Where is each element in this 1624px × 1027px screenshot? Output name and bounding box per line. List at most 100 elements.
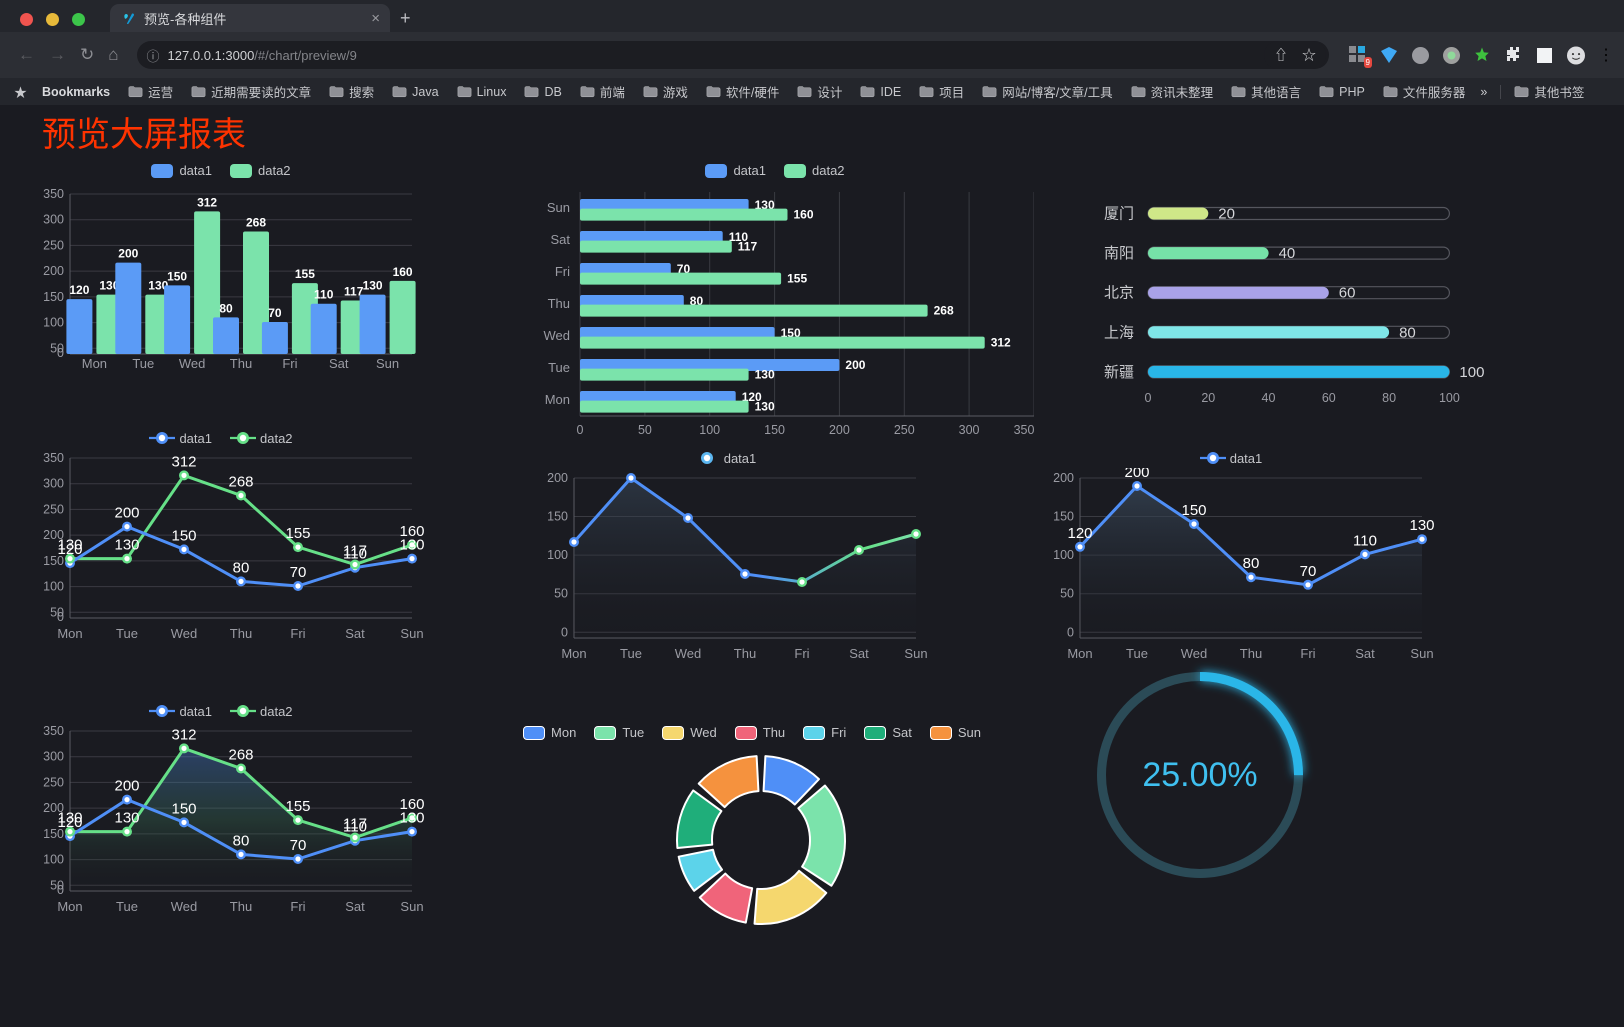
svg-text:117: 117	[738, 240, 758, 254]
svg-text:Thu: Thu	[548, 296, 570, 311]
svg-text:110: 110	[1353, 532, 1377, 549]
svg-text:Thu: Thu	[230, 626, 252, 641]
svg-text:Mon: Mon	[57, 899, 82, 914]
svg-text:Wed: Wed	[171, 626, 198, 641]
svg-text:0: 0	[57, 610, 64, 624]
svg-text:300: 300	[43, 477, 64, 491]
svg-text:150: 150	[167, 269, 187, 283]
svg-text:160: 160	[393, 265, 413, 279]
svg-text:70: 70	[268, 306, 282, 320]
svg-text:150: 150	[764, 423, 785, 437]
svg-text:200: 200	[118, 247, 138, 261]
svg-text:Sat: Sat	[1355, 646, 1375, 661]
svg-text:Sat: Sat	[550, 232, 570, 247]
svg-text:20: 20	[1201, 391, 1215, 405]
svg-text:Tue: Tue	[620, 646, 642, 661]
svg-text:0: 0	[1145, 391, 1152, 405]
svg-text:Tue: Tue	[116, 626, 138, 641]
svg-text:80: 80	[1382, 391, 1396, 405]
svg-text:160: 160	[399, 796, 424, 813]
svg-text:312: 312	[171, 726, 196, 743]
svg-text:Sun: Sun	[1410, 646, 1433, 661]
svg-text:80: 80	[233, 559, 250, 576]
svg-text:60: 60	[1322, 391, 1336, 405]
svg-text:150: 150	[547, 510, 568, 524]
svg-text:Sun: Sun	[400, 626, 423, 641]
svg-text:155: 155	[285, 525, 310, 542]
svg-text:40: 40	[1279, 245, 1296, 262]
svg-text:117: 117	[343, 816, 367, 833]
svg-text:160: 160	[399, 523, 424, 540]
svg-text:Mon: Mon	[57, 626, 82, 641]
svg-text:200: 200	[845, 358, 865, 372]
svg-text:250: 250	[43, 502, 64, 516]
svg-text:Mon: Mon	[82, 356, 107, 371]
svg-text:0: 0	[1067, 625, 1074, 639]
svg-text:Mon: Mon	[561, 646, 586, 661]
svg-text:312: 312	[171, 453, 196, 470]
svg-text:Sat: Sat	[345, 899, 365, 914]
svg-text:100: 100	[43, 580, 64, 594]
svg-text:上海: 上海	[1104, 324, 1134, 341]
svg-text:200: 200	[114, 505, 139, 522]
svg-text:130: 130	[755, 368, 775, 382]
svg-text:250: 250	[43, 775, 64, 789]
svg-text:200: 200	[43, 264, 64, 278]
svg-text:150: 150	[171, 800, 196, 817]
svg-text:200: 200	[1053, 471, 1074, 485]
svg-text:300: 300	[959, 423, 980, 437]
svg-text:Wed: Wed	[171, 899, 198, 914]
svg-text:Wed: Wed	[544, 328, 571, 343]
svg-text:20: 20	[1218, 206, 1235, 223]
svg-text:80: 80	[233, 832, 250, 849]
svg-text:130: 130	[57, 537, 82, 554]
svg-text:350: 350	[1014, 423, 1034, 437]
svg-text:80: 80	[1243, 555, 1260, 572]
svg-text:70: 70	[290, 564, 307, 581]
svg-text:Thu: Thu	[230, 899, 252, 914]
svg-text:250: 250	[894, 423, 915, 437]
svg-text:Fri: Fri	[794, 646, 809, 661]
svg-text:200: 200	[547, 471, 568, 485]
svg-text:350: 350	[43, 724, 64, 738]
svg-text:120: 120	[1067, 525, 1092, 542]
svg-text:Sat: Sat	[329, 356, 349, 371]
svg-text:Sat: Sat	[345, 626, 365, 641]
svg-text:80: 80	[219, 301, 233, 315]
svg-text:160: 160	[794, 208, 814, 222]
svg-text:350: 350	[43, 451, 64, 465]
svg-text:60: 60	[1339, 285, 1356, 302]
svg-text:Sun: Sun	[904, 646, 927, 661]
svg-text:70: 70	[290, 837, 307, 854]
svg-text:70: 70	[1300, 563, 1317, 580]
svg-text:Tue: Tue	[116, 899, 138, 914]
svg-text:155: 155	[787, 272, 807, 286]
svg-text:Thu: Thu	[734, 646, 756, 661]
svg-text:130: 130	[57, 810, 82, 827]
svg-text:200: 200	[114, 778, 139, 795]
svg-text:Tue: Tue	[548, 360, 570, 375]
svg-text:130: 130	[1409, 517, 1434, 534]
svg-text:268: 268	[228, 747, 253, 764]
svg-text:50: 50	[638, 423, 652, 437]
svg-text:130: 130	[114, 537, 139, 554]
svg-text:312: 312	[991, 336, 1011, 350]
svg-text:155: 155	[295, 267, 315, 281]
svg-text:130: 130	[755, 400, 775, 414]
svg-text:110: 110	[314, 288, 334, 302]
svg-text:北京: 北京	[1104, 285, 1134, 302]
svg-text:厦门: 厦门	[1104, 206, 1134, 223]
svg-text:150: 150	[171, 527, 196, 544]
svg-text:0: 0	[57, 883, 64, 897]
svg-text:100: 100	[1459, 364, 1484, 381]
svg-text:117: 117	[343, 543, 367, 560]
svg-text:50: 50	[1060, 587, 1074, 601]
svg-text:268: 268	[934, 304, 954, 318]
svg-text:Fri: Fri	[290, 626, 305, 641]
svg-text:150: 150	[43, 290, 64, 304]
svg-text:155: 155	[285, 798, 310, 815]
svg-text:50: 50	[554, 587, 568, 601]
svg-text:100: 100	[699, 423, 720, 437]
svg-text:Thu: Thu	[230, 356, 252, 371]
svg-text:Sun: Sun	[547, 200, 570, 215]
